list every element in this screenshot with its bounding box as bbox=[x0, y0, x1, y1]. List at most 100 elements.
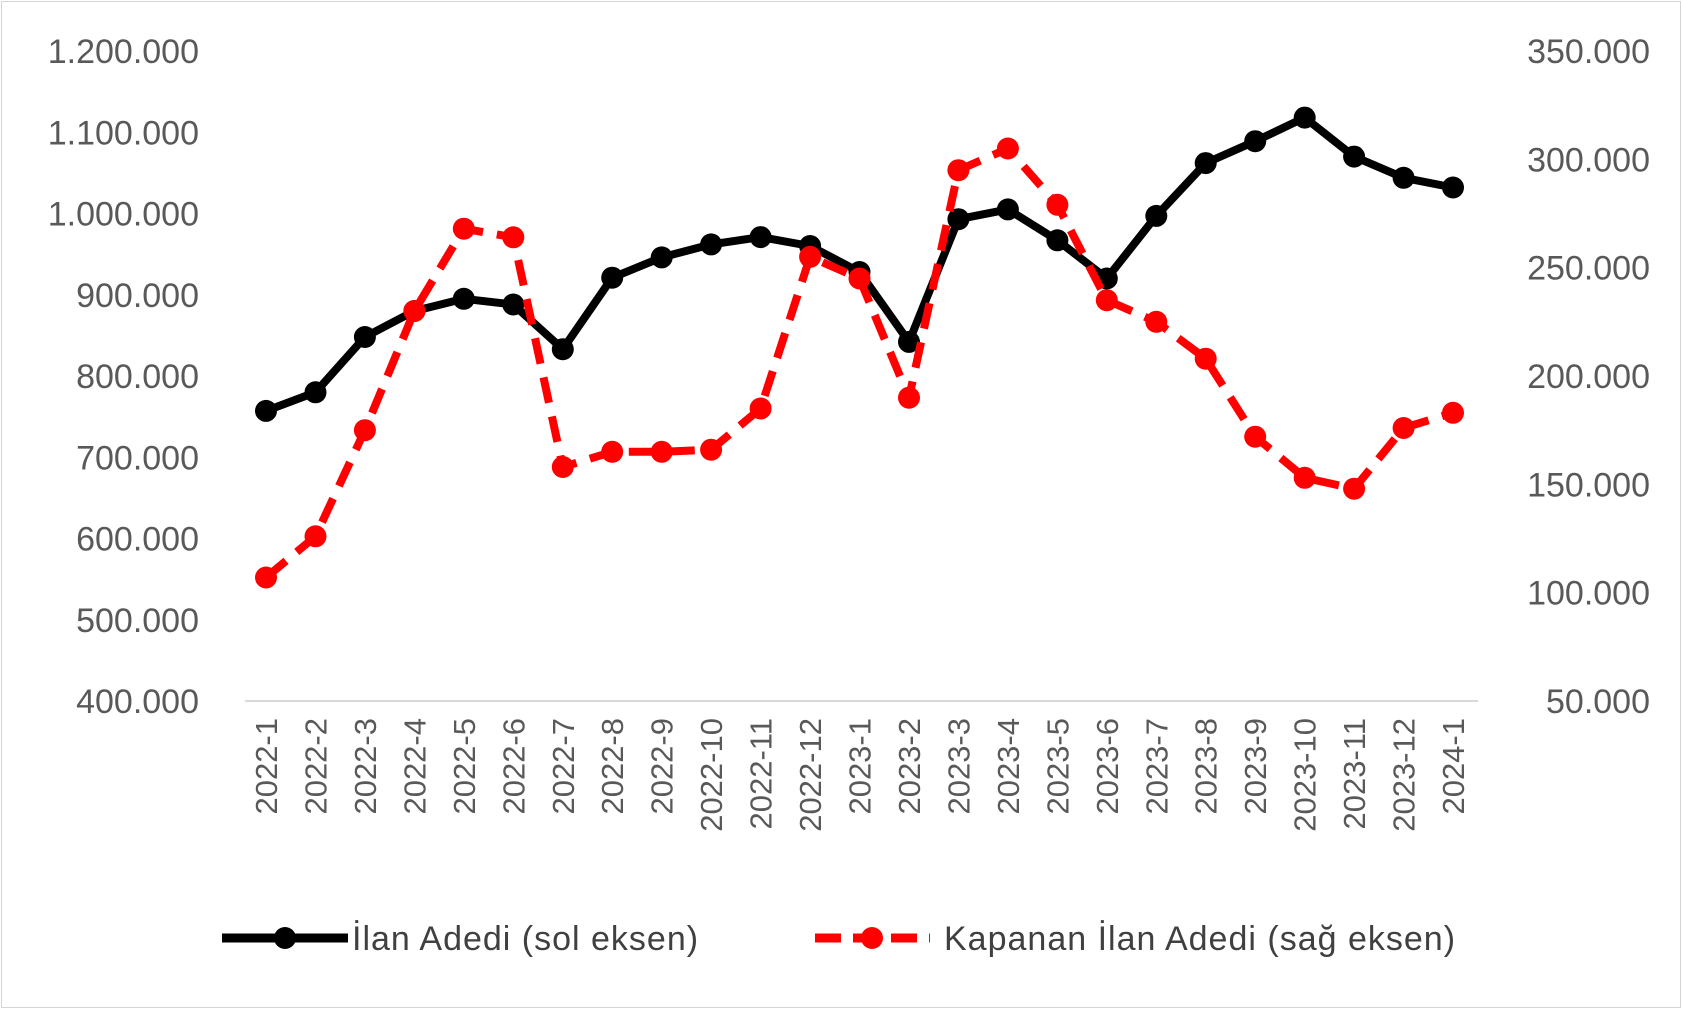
legend-marker-kapanan-ilan-adedi bbox=[861, 927, 883, 949]
data-point-kapanan-ilan-adedi bbox=[353, 419, 376, 442]
x-axis: 2022-1 2022-2 2022-3 2022-4 2022-5 2022-6 2022… bbox=[249, 718, 1471, 832]
data-point-kapanan-ilan-adedi bbox=[996, 137, 1019, 160]
data-point-ilan-adedi bbox=[898, 330, 920, 353]
legend-item-kapanan-ilan-adedi: Kapanan İlan Adedi (sağ eksen) bbox=[815, 920, 1456, 958]
data-point-ilan-adedi bbox=[650, 246, 673, 269]
data-point-kapanan-ilan-adedi bbox=[601, 440, 624, 463]
data-point-ilan-adedi bbox=[502, 293, 525, 316]
right-axis-tick-label: 200.000 bbox=[1527, 358, 1650, 396]
series-kapanan-ilan-adedi bbox=[255, 137, 1464, 589]
x-axis-tick-label: 2022-1 bbox=[249, 718, 284, 815]
x-axis-tick-label: 2023-3 bbox=[941, 718, 976, 815]
series-ilan-adedi bbox=[255, 106, 1464, 422]
data-point-ilan-adedi bbox=[1442, 176, 1464, 199]
data-point-kapanan-ilan-adedi bbox=[848, 267, 871, 290]
x-axis-tick-label: 2022-8 bbox=[595, 718, 630, 815]
left-axis-tick-label: 700.000 bbox=[76, 439, 199, 477]
data-point-ilan-adedi bbox=[601, 266, 624, 289]
x-axis-tick-label: 2024-1 bbox=[1436, 718, 1471, 815]
data-point-kapanan-ilan-adedi bbox=[452, 217, 475, 240]
data-point-kapanan-ilan-adedi bbox=[1343, 477, 1366, 500]
data-point-kapanan-ilan-adedi bbox=[799, 245, 822, 268]
right-axis-tick-label: 150.000 bbox=[1527, 466, 1650, 504]
data-point-kapanan-ilan-adedi bbox=[304, 525, 327, 548]
left-axis-tick-label: 800.000 bbox=[76, 358, 199, 396]
x-axis-tick-label: 2022-11 bbox=[744, 718, 779, 829]
data-point-kapanan-ilan-adedi bbox=[700, 438, 723, 461]
data-point-kapanan-ilan-adedi bbox=[1293, 466, 1316, 489]
legend-label-ilan-adedi: İlan Adedi (sol eksen) bbox=[352, 920, 699, 958]
data-point-kapanan-ilan-adedi bbox=[947, 159, 970, 182]
legend: İlan Adedi (sol eksen) Kapanan İlan Aded… bbox=[222, 920, 1456, 958]
right-axis-tick-label: 350.000 bbox=[1527, 33, 1650, 71]
x-axis-tick-label: 2022-3 bbox=[348, 718, 383, 815]
x-axis-tick-label: 2023-10 bbox=[1288, 718, 1323, 832]
data-point-kapanan-ilan-adedi bbox=[255, 566, 277, 589]
data-point-kapanan-ilan-adedi bbox=[1194, 347, 1217, 370]
left-y-axis: 400.000 500.000 600.000 700.000 800.000 900.0… bbox=[48, 33, 199, 721]
x-axis-tick-label: 2022-12 bbox=[793, 718, 828, 832]
x-axis-tick-label: 2023-9 bbox=[1238, 718, 1273, 815]
x-axis-tick-label: 2022-9 bbox=[645, 718, 680, 815]
data-point-kapanan-ilan-adedi bbox=[898, 386, 920, 409]
data-point-ilan-adedi bbox=[749, 226, 772, 249]
legend-label-kapanan-ilan-adedi: Kapanan İlan Adedi (sağ eksen) bbox=[944, 920, 1456, 958]
x-axis-tick-label: 2023-1 bbox=[843, 718, 878, 815]
x-axis-tick-label: 2023-4 bbox=[991, 718, 1026, 815]
series-layer bbox=[255, 106, 1464, 589]
x-axis-tick-label: 2023-6 bbox=[1090, 718, 1125, 815]
data-point-kapanan-ilan-adedi bbox=[1244, 425, 1267, 448]
x-axis-tick-label: 2023-7 bbox=[1139, 718, 1174, 815]
data-point-ilan-adedi bbox=[996, 198, 1019, 221]
left-axis-tick-label: 1.000.000 bbox=[48, 196, 199, 234]
data-point-ilan-adedi bbox=[551, 338, 574, 361]
x-axis-tick-label: 2022-10 bbox=[694, 718, 729, 832]
x-axis-tick-label: 2023-11 bbox=[1337, 718, 1372, 829]
data-point-kapanan-ilan-adedi bbox=[1095, 289, 1118, 312]
data-point-ilan-adedi bbox=[255, 399, 277, 422]
data-point-ilan-adedi bbox=[1046, 229, 1069, 252]
data-point-ilan-adedi bbox=[1244, 130, 1267, 153]
x-axis-tick-label: 2023-2 bbox=[892, 718, 927, 815]
data-point-kapanan-ilan-adedi bbox=[403, 300, 426, 322]
data-point-ilan-adedi bbox=[1194, 152, 1217, 175]
data-point-ilan-adedi bbox=[1145, 204, 1168, 227]
x-axis-tick-label: 2023-8 bbox=[1189, 718, 1224, 815]
x-axis-tick-label: 2022-2 bbox=[298, 718, 333, 815]
data-point-kapanan-ilan-adedi bbox=[1392, 417, 1415, 439]
right-axis-tick-label: 250.000 bbox=[1527, 250, 1650, 288]
series-line-kapanan-ilan-adedi bbox=[263, 144, 1455, 581]
left-axis-tick-label: 500.000 bbox=[76, 602, 199, 640]
data-point-ilan-adedi bbox=[1293, 106, 1316, 129]
data-point-ilan-adedi bbox=[700, 233, 723, 256]
data-point-ilan-adedi bbox=[1343, 145, 1366, 168]
x-axis-tick-label: 2023-5 bbox=[1040, 718, 1075, 815]
x-axis-tick-label: 2022-6 bbox=[496, 718, 531, 815]
data-point-kapanan-ilan-adedi bbox=[502, 226, 525, 249]
legend-item-ilan-adedi: İlan Adedi (sol eksen) bbox=[222, 920, 699, 958]
x-axis-tick-label: 2022-4 bbox=[397, 718, 432, 815]
x-axis-tick-label: 2023-12 bbox=[1387, 718, 1422, 832]
data-point-kapanan-ilan-adedi bbox=[650, 440, 673, 463]
right-axis-tick-label: 300.000 bbox=[1527, 141, 1650, 179]
left-axis-tick-label: 600.000 bbox=[76, 521, 199, 559]
data-point-kapanan-ilan-adedi bbox=[551, 456, 574, 478]
x-axis-tick-label: 2022-5 bbox=[447, 718, 482, 815]
data-point-ilan-adedi bbox=[947, 208, 970, 231]
left-axis-tick-label: 900.000 bbox=[76, 277, 199, 315]
left-axis-tick-label: 1.200.000 bbox=[48, 33, 199, 71]
left-axis-tick-label: 400.000 bbox=[76, 683, 199, 721]
left-axis-tick-label: 1.100.000 bbox=[48, 114, 199, 152]
data-point-ilan-adedi bbox=[304, 381, 327, 404]
right-y-axis: 50.000 100.000 150.000 200.000 250.000 300.00… bbox=[1527, 33, 1650, 721]
legend-marker-ilan-adedi bbox=[274, 927, 296, 949]
right-axis-tick-label: 50.000 bbox=[1546, 683, 1650, 721]
data-point-ilan-adedi bbox=[452, 287, 475, 310]
data-point-ilan-adedi bbox=[353, 326, 376, 348]
data-point-kapanan-ilan-adedi bbox=[1442, 401, 1464, 424]
data-point-kapanan-ilan-adedi bbox=[749, 397, 772, 420]
right-axis-tick-label: 100.000 bbox=[1527, 575, 1650, 613]
x-axis-tick-label: 2022-7 bbox=[546, 718, 581, 815]
data-point-kapanan-ilan-adedi bbox=[1046, 193, 1069, 216]
